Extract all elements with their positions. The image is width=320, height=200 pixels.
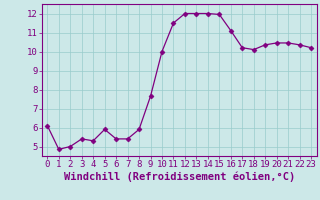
X-axis label: Windchill (Refroidissement éolien,°C): Windchill (Refroidissement éolien,°C) <box>64 172 295 182</box>
